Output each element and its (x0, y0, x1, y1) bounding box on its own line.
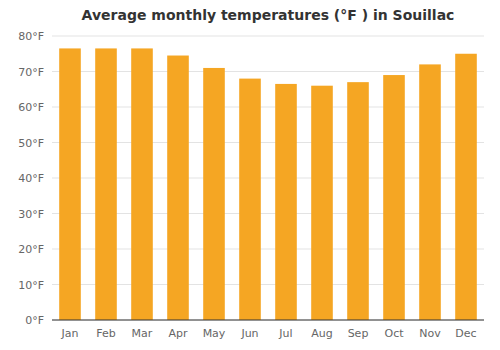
x-tick-label: Jun (240, 327, 258, 340)
y-tick-label: 0°F (25, 314, 44, 327)
y-tick-label: 10°F (18, 279, 44, 292)
bar (383, 75, 405, 320)
x-tick-label: Apr (168, 327, 188, 340)
bar (419, 64, 441, 320)
x-tick-label: Jul (278, 327, 292, 340)
x-tick-label: Feb (96, 327, 115, 340)
y-tick-label: 50°F (18, 137, 44, 150)
x-tick-label: Mar (132, 327, 153, 340)
x-tick-label: Dec (455, 327, 476, 340)
bar (59, 48, 81, 320)
chart-title: Average monthly temperatures (°F ) in So… (82, 7, 455, 23)
x-tick-label: Nov (419, 327, 441, 340)
bar (275, 84, 297, 320)
x-axis-line (52, 320, 484, 321)
bar (95, 48, 117, 320)
y-tick-label: 70°F (18, 66, 44, 79)
y-tick-label: 80°F (18, 30, 44, 43)
y-tick-label: 30°F (18, 208, 44, 221)
bar (203, 68, 225, 320)
bars (59, 48, 477, 320)
bar (239, 79, 261, 320)
bar (347, 82, 369, 320)
y-tick-label: 40°F (18, 172, 44, 185)
grid (52, 36, 484, 320)
bar (131, 48, 153, 320)
x-tick-label: Oct (384, 327, 404, 340)
bar (311, 86, 333, 320)
grid-line (52, 320, 484, 321)
chart-container: Average monthly temperatures (°F ) in So… (0, 0, 500, 350)
bar (167, 56, 189, 320)
y-tick-label: 20°F (18, 243, 44, 256)
x-tick-label: May (203, 327, 226, 340)
bar (455, 54, 477, 320)
grid-line (52, 36, 484, 37)
x-tick-label: Sep (348, 327, 369, 340)
x-tick-label: Aug (311, 327, 332, 340)
y-tick-label: 60°F (18, 101, 44, 114)
x-tick-label: Jan (61, 327, 79, 340)
chart-svg: Average monthly temperatures (°F ) in So… (0, 0, 500, 350)
